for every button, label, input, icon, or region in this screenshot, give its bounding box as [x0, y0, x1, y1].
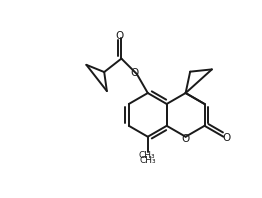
Text: O: O [131, 68, 139, 78]
Text: O: O [222, 133, 231, 143]
Text: O: O [115, 31, 124, 41]
Text: O: O [182, 134, 190, 144]
Text: CH₃: CH₃ [139, 150, 155, 160]
Text: CH₃: CH₃ [139, 156, 156, 165]
